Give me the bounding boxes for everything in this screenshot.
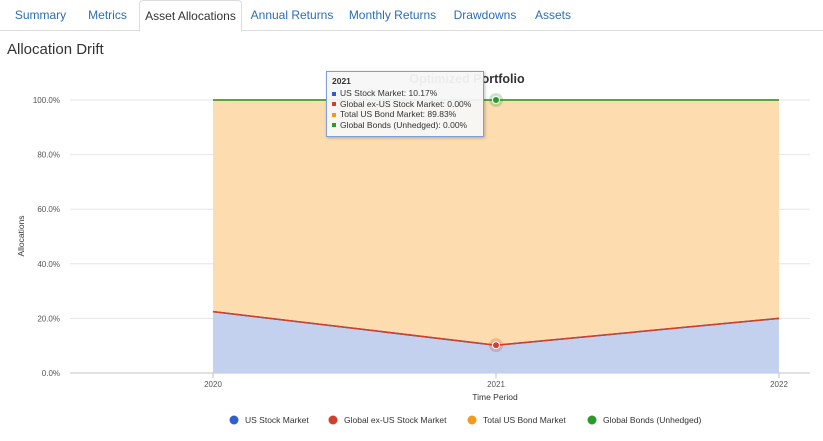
tooltip-row-text: Global Bonds (Unhedged): 0.00% — [340, 119, 468, 130]
tooltip-row-text: US Stock Market: 10.17% — [340, 88, 438, 98]
y-tick-label: 40.0% — [37, 260, 60, 269]
tooltip-dot — [332, 91, 336, 96]
legend-item: Global Bonds (Unhedged) — [603, 415, 701, 425]
legend-marker — [328, 415, 338, 425]
legend-marker — [587, 415, 597, 425]
x-tick-labels: 2020 2021 2022 — [204, 373, 788, 389]
tab-bar: Summary Metrics Asset Allocations Annual… — [0, 0, 823, 32]
area-total-us-bond-market — [213, 100, 779, 346]
legend-item: Global ex-US Stock Market — [344, 415, 447, 425]
hover-point — [492, 341, 500, 350]
tooltip: 2021 US Stock Market: 10.17% Global ex-U… — [326, 71, 484, 137]
tab-assets[interactable]: Assets — [534, 8, 571, 22]
tab-metrics[interactable]: Metrics — [88, 8, 127, 22]
tooltip-dot — [332, 112, 336, 117]
legend-item: US Stock Market — [245, 415, 309, 425]
area-fills — [213, 100, 779, 373]
x-tick-label: 2020 — [204, 380, 222, 389]
tab-summary[interactable]: Summary — [14, 8, 67, 22]
tooltip-row: US Stock Market: 10.17% — [332, 88, 478, 99]
y-tick-label: 80.0% — [37, 151, 60, 160]
tooltip-row-text: Global ex-US Stock Market: 0.00% — [340, 98, 472, 109]
y-axis-title: Allocations — [16, 215, 26, 256]
legend-item: Total US Bond Market — [483, 415, 566, 425]
legend-marker — [467, 415, 477, 425]
tooltip-row: Global Bonds (Unhedged): 0.00% — [332, 120, 478, 131]
y-tick-label: 0.0% — [42, 369, 60, 378]
tooltip-dot — [332, 123, 336, 128]
tooltip-dot — [332, 102, 336, 107]
x-tick-label: 2022 — [770, 380, 788, 389]
tooltip-row-text: Total US Bond Market: 89.83% — [340, 109, 457, 119]
x-axis-title: Time Period — [472, 392, 518, 402]
tab-asset-allocations[interactable]: Asset Allocations — [139, 0, 242, 32]
tooltip-row: Total US Bond Market: 89.83% — [332, 109, 478, 120]
tab-monthly-returns[interactable]: Monthly Returns — [348, 8, 437, 22]
hover-markers — [489, 93, 503, 353]
y-tick-labels: 0.0% 20.0% 40.0% 60.0% 80.0% 100.0% — [33, 96, 60, 378]
area-us-stock-market — [213, 311, 779, 373]
y-tick-label: 100.0% — [33, 96, 60, 105]
x-tick-label: 2021 — [487, 380, 505, 389]
section-title: Allocation Drift — [7, 41, 104, 58]
y-tick-label: 20.0% — [37, 314, 60, 323]
tab-drawdowns[interactable]: Drawdowns — [453, 8, 517, 22]
tooltip-row: Global ex-US Stock Market: 0.00% — [332, 99, 478, 110]
tab-annual-returns[interactable]: Annual Returns — [250, 8, 334, 22]
legend-marker — [229, 415, 239, 425]
legend: US Stock Market Global ex-US Stock Market… — [229, 415, 701, 425]
tooltip-header: 2021 — [332, 76, 351, 86]
hover-point — [492, 96, 500, 104]
y-tick-label: 60.0% — [37, 205, 60, 214]
